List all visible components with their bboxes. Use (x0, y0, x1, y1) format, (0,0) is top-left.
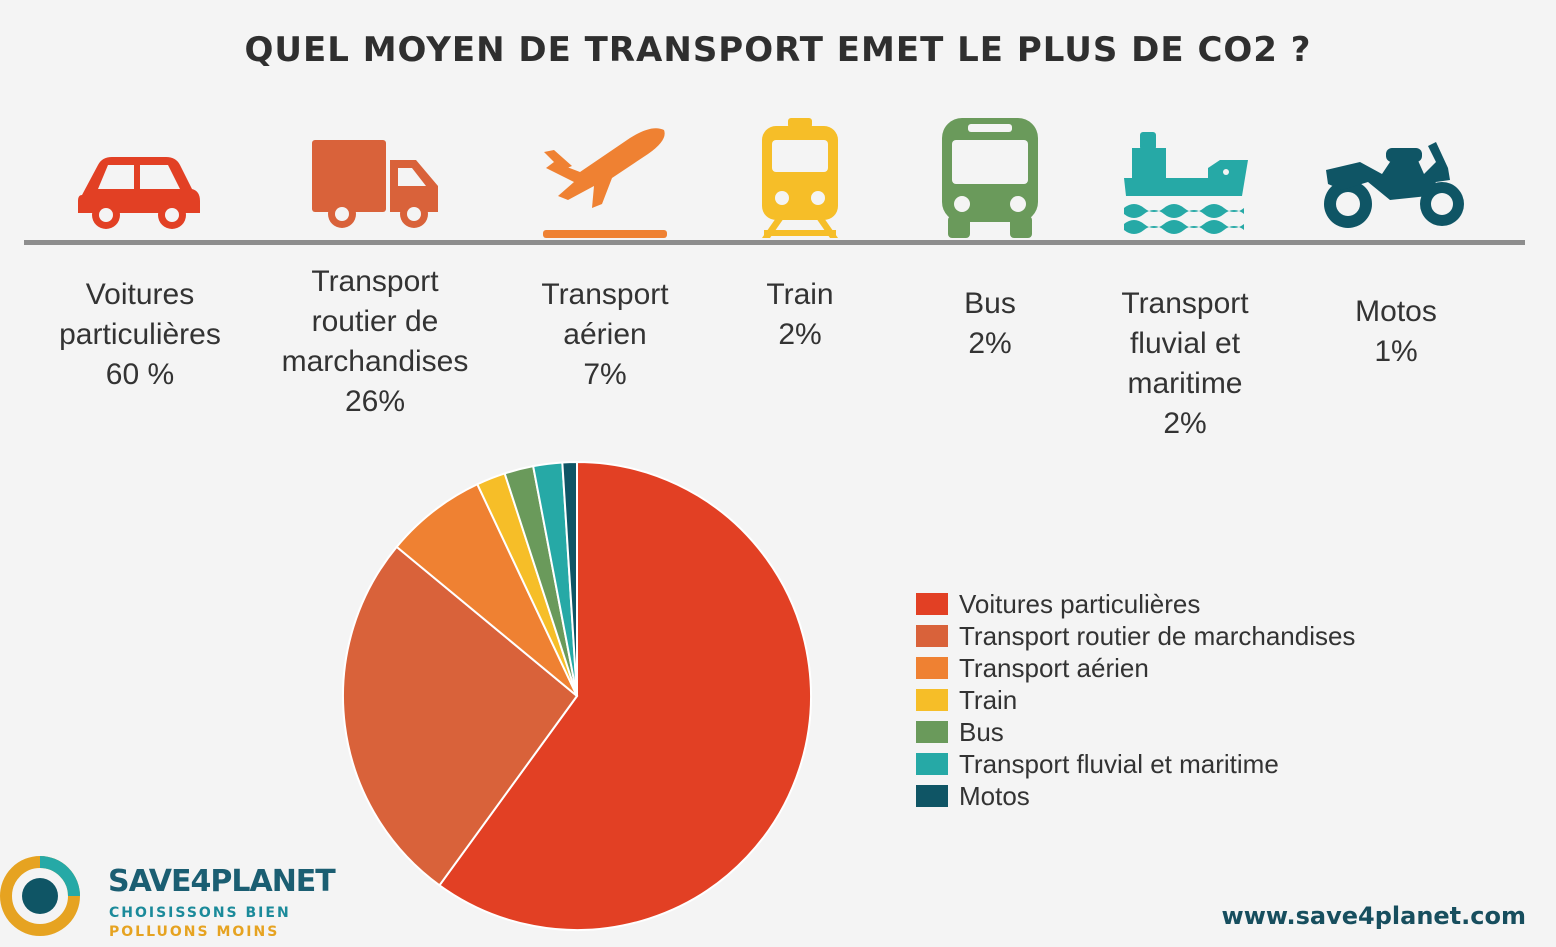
plane-icon (543, 128, 667, 238)
legend-label: Bus (959, 716, 1004, 747)
truck-icon (312, 140, 438, 228)
legend-item: Transport routier de marchandises (916, 620, 1355, 652)
label-voitures: Voitures particulières 60 % (59, 278, 221, 391)
legend-swatch (916, 721, 948, 743)
train-icon (762, 118, 838, 238)
label-train: Train 2% (766, 278, 834, 351)
label-transport-fluvial: Transport fluvial et maritime 2% (1121, 287, 1249, 440)
label-bus: Bus 2% (964, 287, 1016, 360)
pie-slice-1 (342, 545, 579, 887)
pie-slice-6 (561, 460, 578, 697)
legend-item: Transport aérien (916, 652, 1355, 684)
legend-swatch (916, 657, 948, 679)
legend-label: Motos (959, 780, 1030, 811)
website-link[interactable]: www.save4planet.com (1221, 902, 1526, 930)
legend-label: Voitures particulières (959, 588, 1201, 619)
ship-icon (1124, 132, 1248, 234)
legend-swatch (916, 625, 948, 647)
label-transport-routier: Transport routier de marchandises 26% (281, 265, 469, 418)
chart-title: QUEL MOYEN DE TRANSPORT EMET LE PLUS DE … (244, 30, 1312, 70)
legend-item: Transport fluvial et maritime (916, 748, 1355, 780)
label-motos: Motos 1% (1355, 295, 1437, 368)
legend-label: Transport fluvial et maritime (959, 748, 1279, 779)
legend-label: Transport aérien (959, 652, 1149, 683)
legend-item: Motos (916, 780, 1355, 812)
pie-slice-2 (395, 482, 578, 697)
legend-swatch (916, 785, 948, 807)
legend-item: Voitures particulières (916, 588, 1355, 620)
legend-label: Train (959, 684, 1018, 715)
legend-item: Train (916, 684, 1355, 716)
motorcycle-icon (1324, 142, 1464, 228)
car-icon (78, 157, 200, 229)
legend-swatch (916, 689, 948, 711)
bus-icon (942, 118, 1038, 238)
pie-slice-0 (438, 460, 812, 931)
legend-label: Transport routier de marchandises (959, 620, 1356, 651)
legend: Voitures particulières Transport routier… (916, 588, 1355, 812)
brand-tagline-1: CHOISISSONS BIEN (109, 905, 291, 921)
pie-chart (342, 460, 812, 931)
icon-baseline (24, 240, 1525, 245)
legend-item: Bus (916, 716, 1355, 748)
legend-swatch (916, 593, 948, 615)
brand-name: SAVE4PLANET (108, 864, 336, 899)
save4planet-logo-icon (0, 856, 80, 936)
legend-swatch (916, 753, 948, 775)
label-transport-aerien: Transport aérien 7% (541, 278, 669, 391)
brand-tagline-2: POLLUONS MOINS (109, 924, 280, 940)
